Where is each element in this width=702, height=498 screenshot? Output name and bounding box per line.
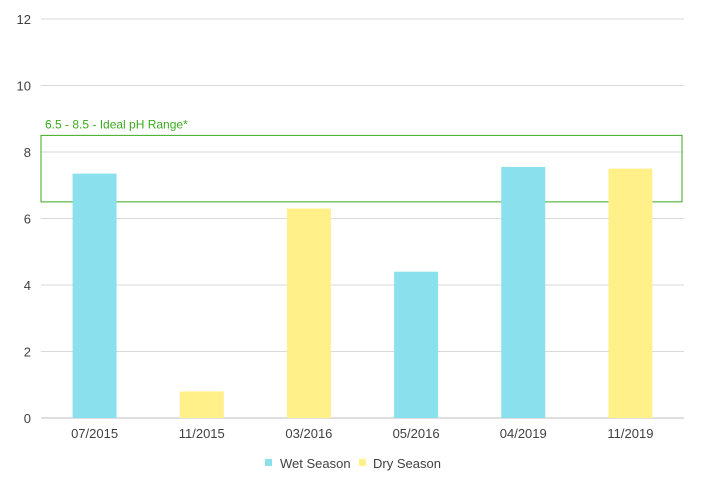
x-tick-label: 11/2019 (607, 426, 653, 441)
legend-swatch-dry (359, 459, 366, 466)
x-tick-label: 03/2016 (285, 426, 332, 441)
ideal-range: 6.5 - 8.5 - Ideal pH Range* (40, 117, 683, 203)
ideal-range-label: 6.5 - 8.5 - Ideal pH Range* (45, 117, 188, 131)
x-tick-label: 04/2019 (500, 426, 547, 441)
legend: Wet Season Dry Season (265, 456, 441, 471)
bar-04-2019 (501, 166, 546, 418)
y-tick-label: 0 (24, 411, 31, 426)
x-axis-ticks: 07/2015 11/2015 03/2016 05/2016 04/2019 11/20… (71, 426, 653, 441)
legend-label-dry: Dry Season (373, 456, 441, 471)
bar-11-2019 (608, 168, 653, 418)
gridlines (41, 18, 684, 419)
y-tick-label: 10 (17, 79, 31, 94)
y-tick-label: 12 (17, 12, 31, 27)
x-tick-label: 11/2015 (179, 426, 225, 441)
bar-05-2016 (394, 271, 439, 418)
x-tick-label: 07/2015 (71, 426, 118, 441)
y-axis-ticks: 0 2 4 6 8 10 12 (17, 12, 31, 426)
y-tick-label: 2 (24, 345, 31, 360)
bars (72, 166, 653, 418)
legend-label-wet: Wet Season (280, 456, 351, 471)
legend-swatch-wet (265, 459, 272, 466)
x-tick-label: 05/2016 (393, 426, 440, 441)
bar-03-2016 (286, 208, 331, 418)
ideal-range-box (40, 134, 683, 203)
y-tick-label: 4 (24, 278, 31, 293)
y-tick-label: 6 (24, 212, 31, 227)
y-tick-label: 8 (24, 145, 31, 160)
bar-07-2015 (72, 173, 117, 418)
bar-11-2015 (179, 391, 224, 418)
